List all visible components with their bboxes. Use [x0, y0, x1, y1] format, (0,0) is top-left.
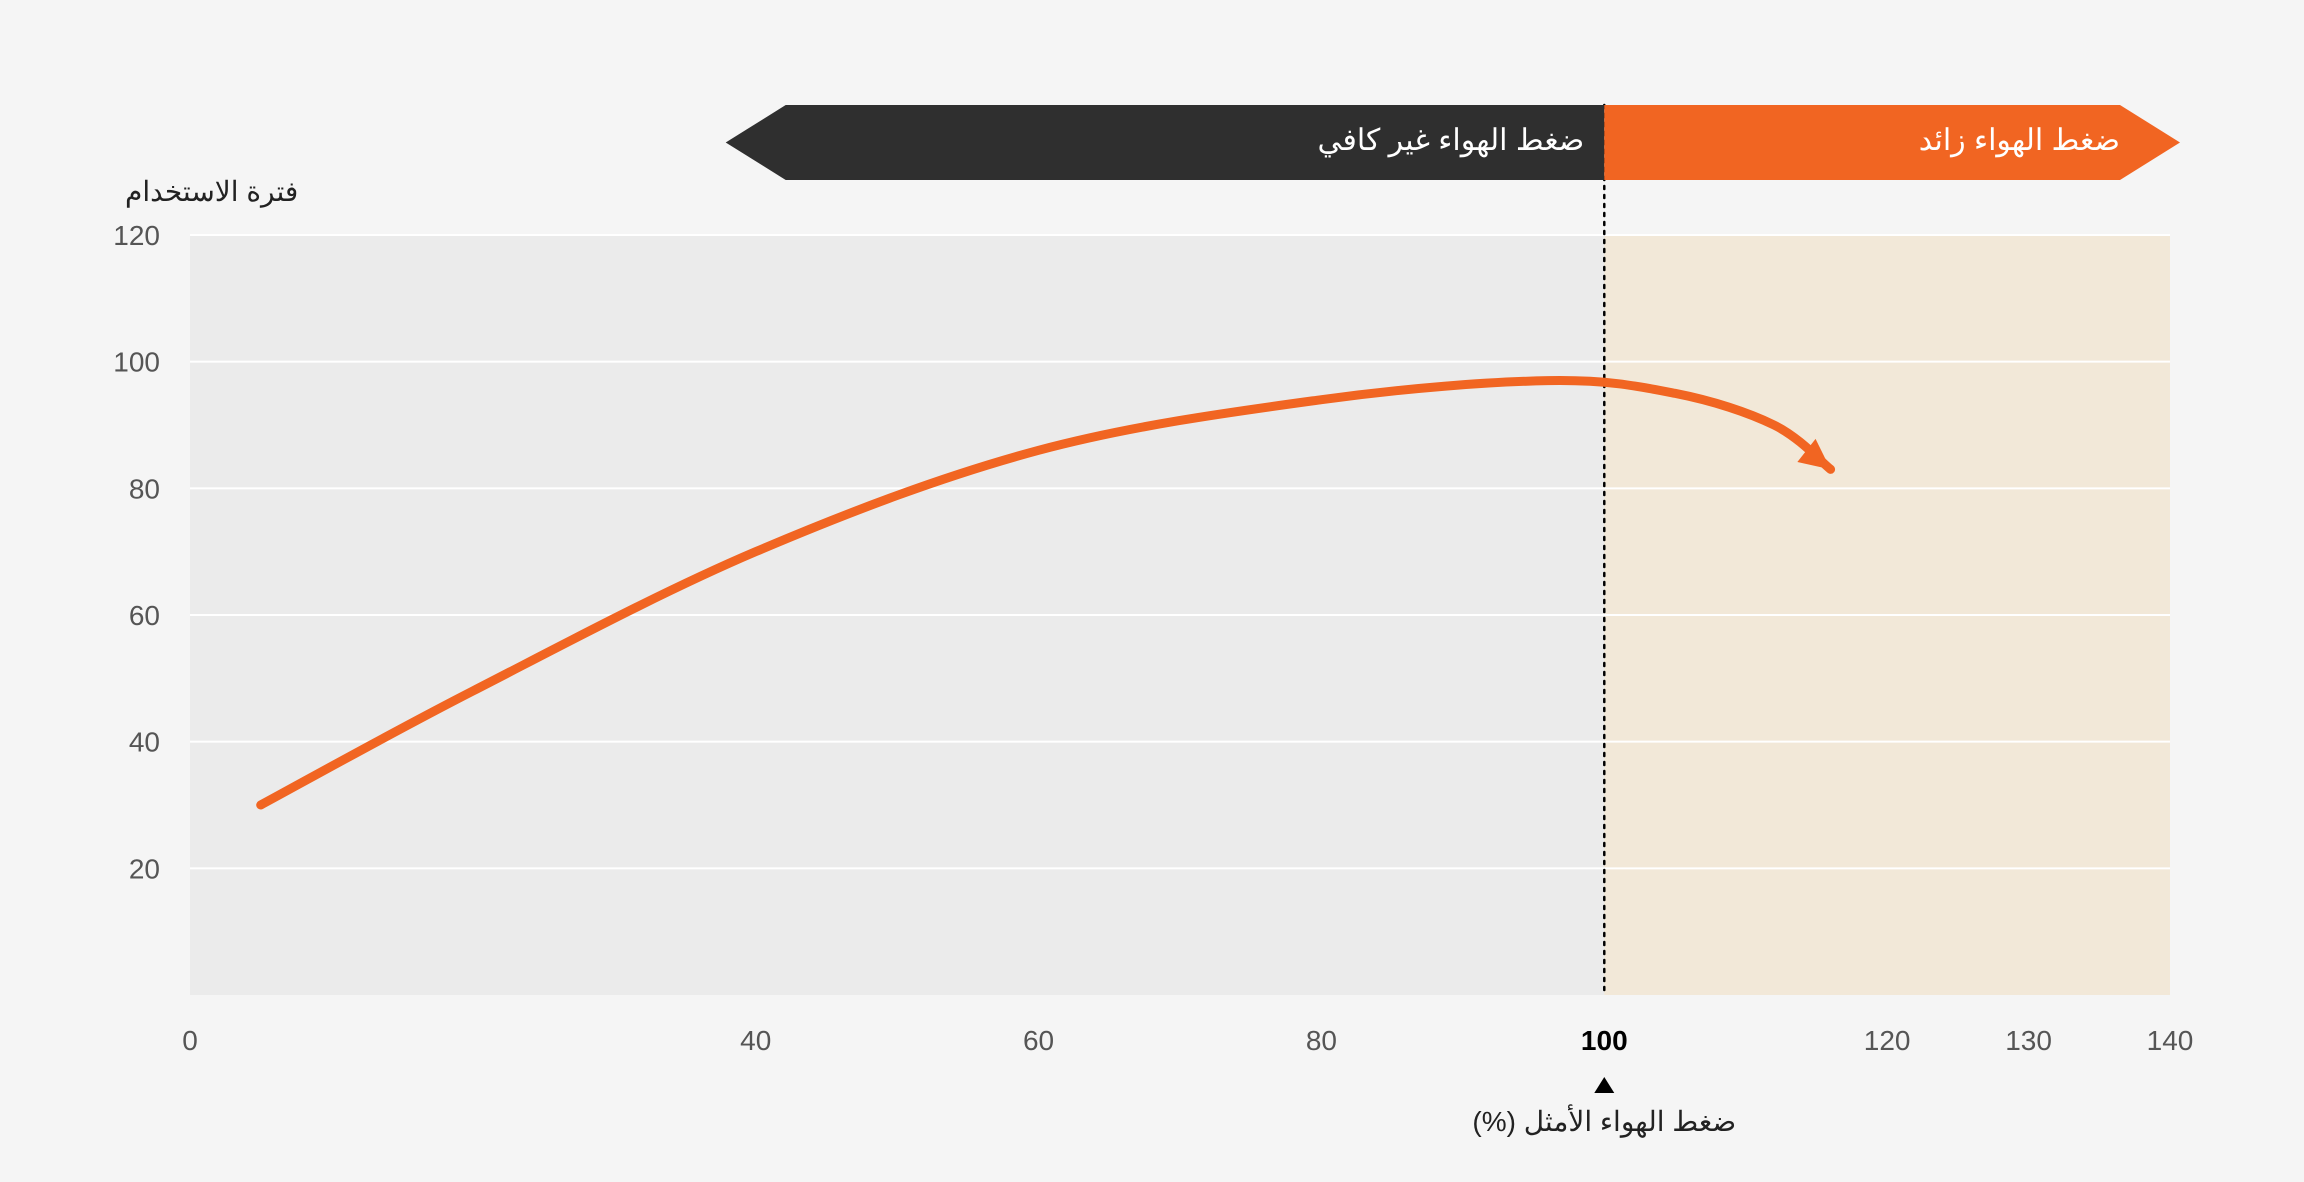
chart-svg: 20 40 60 80 100 120 0 40 60 80 100 120 130 140 — [0, 0, 2304, 1182]
svg-text:100: 100 — [113, 347, 160, 378]
arrow-right-label: ضغط الهواء زائد — [1624, 123, 2120, 158]
svg-text:20: 20 — [129, 853, 160, 884]
svg-text:60: 60 — [1023, 1025, 1054, 1056]
svg-text:120: 120 — [1864, 1025, 1911, 1056]
y-axis-label: فترة الاستخدام — [125, 175, 298, 208]
arrow-left-label: ضغط الهواء غير كافي — [786, 123, 1605, 158]
svg-text:80: 80 — [1306, 1025, 1337, 1056]
svg-text:120: 120 — [113, 220, 160, 251]
svg-text:40: 40 — [129, 727, 160, 758]
svg-text:40: 40 — [740, 1025, 771, 1056]
chart-container: 20 40 60 80 100 120 0 40 60 80 100 120 130 140 فترة ا… — [0, 0, 2304, 1182]
svg-text:60: 60 — [129, 600, 160, 631]
svg-text:0: 0 — [182, 1025, 198, 1056]
svg-text:80: 80 — [129, 473, 160, 504]
svg-text:130: 130 — [2005, 1025, 2052, 1056]
x-axis-label: ضغط الهواء الأمثل (%) — [1404, 1105, 1804, 1138]
svg-text:100: 100 — [1581, 1025, 1628, 1056]
svg-text:140: 140 — [2147, 1025, 2194, 1056]
